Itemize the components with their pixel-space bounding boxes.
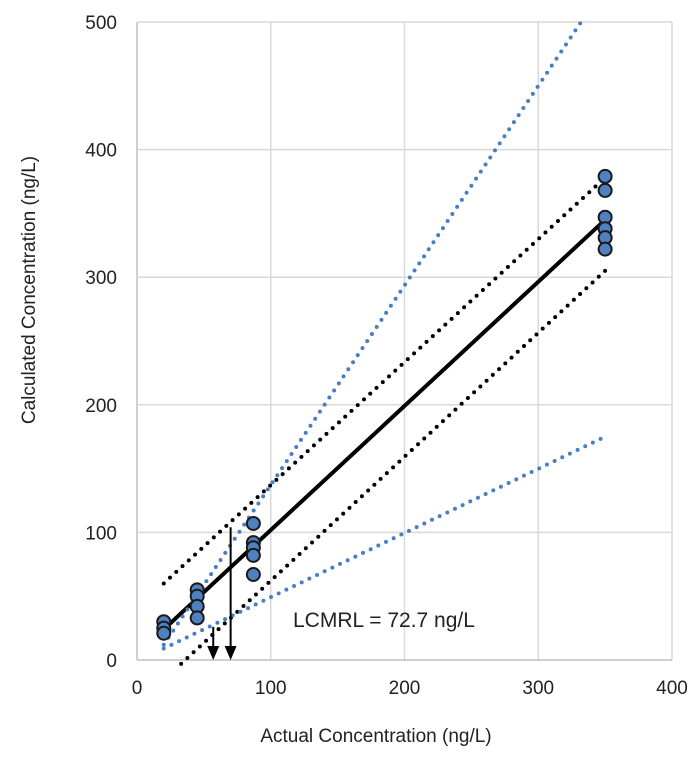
y-axis-label: Calculated Concentration (ng/L) (19, 156, 40, 424)
data-point (597, 182, 613, 198)
line-recovery-upper (161, 20, 584, 647)
annotation-lcmrl: LCMRL = 72.7 ng/L (293, 609, 475, 632)
y-tick-label: 500 (85, 13, 117, 34)
x-axis-label: Actual Concentration (ng/L) (260, 726, 491, 747)
lcmrl-arrows (207, 527, 237, 660)
x-tick-label: 200 (389, 678, 421, 699)
data-point (597, 168, 613, 184)
line-regression (161, 217, 608, 632)
data-point (189, 610, 205, 626)
line-recovery-lower (161, 434, 608, 651)
arrow-head (224, 646, 237, 660)
data-point (156, 625, 172, 641)
x-tick-label: 300 (522, 678, 554, 699)
arrow-head (207, 646, 220, 660)
line-prediction-upper (161, 175, 608, 586)
y-tick-label: 300 (85, 268, 117, 289)
y-tick-label: 0 (106, 651, 117, 672)
x-tick-label: 0 (132, 678, 143, 699)
data-point (597, 241, 613, 257)
data-point (245, 515, 261, 531)
x-tick-label: 100 (255, 678, 287, 699)
tick-labels: 0 100 200 300 400 0 100 200 300 400 500 (85, 13, 688, 699)
y-tick-label: 200 (85, 396, 117, 417)
y-tick-label: 400 (85, 141, 117, 162)
data-points (156, 168, 613, 641)
data-point (245, 567, 261, 583)
line-prediction-lower (179, 268, 608, 666)
x-tick-label: 400 (656, 678, 688, 699)
data-point (245, 547, 261, 563)
grid (136, 21, 673, 661)
series-lines (161, 20, 608, 666)
y-tick-label: 100 (85, 523, 117, 544)
